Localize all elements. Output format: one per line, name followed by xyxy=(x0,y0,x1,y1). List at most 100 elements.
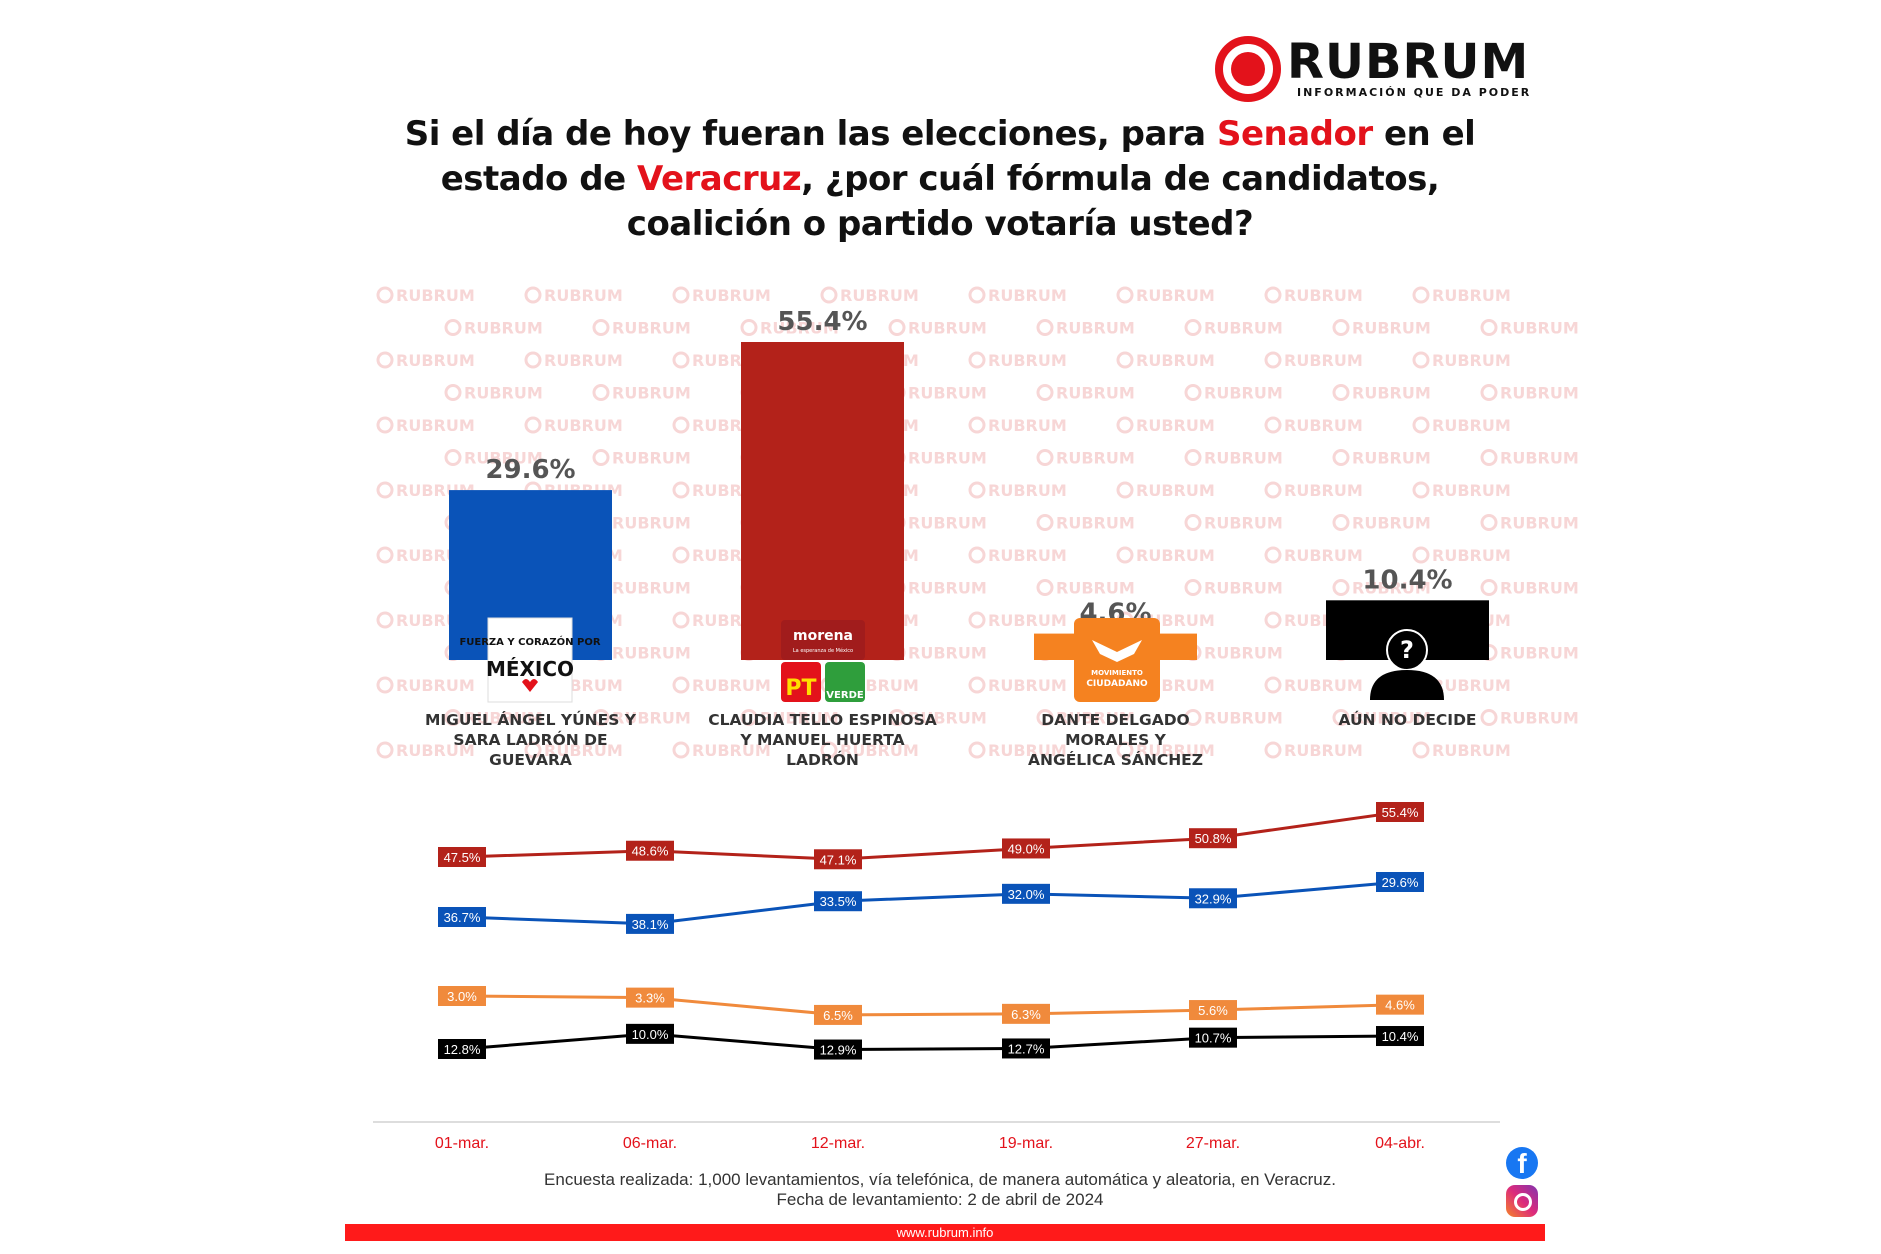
watermark-text: RUBRUM xyxy=(1136,741,1215,760)
watermark-text: RUBRUM xyxy=(1204,384,1283,403)
watermark-icon xyxy=(1264,676,1282,694)
category-label: SARA LADRÓN DE xyxy=(453,730,607,749)
watermark-text: RUBRUM xyxy=(1284,481,1363,500)
watermark-icon xyxy=(1036,449,1054,466)
bar-value-label: 10.4% xyxy=(1362,565,1452,595)
data-label: 47.1% xyxy=(820,852,857,867)
data-label-box xyxy=(626,1023,674,1044)
data-label: 50.8% xyxy=(1195,831,1232,846)
watermark-text: RUBRUM xyxy=(396,286,475,305)
watermark-text: RUBRUM xyxy=(464,319,543,338)
watermark-icon xyxy=(1412,416,1430,434)
watermark-icon xyxy=(968,546,986,564)
watermark-icon xyxy=(672,351,690,369)
website-link[interactable]: www.rubrum.info xyxy=(896,1225,994,1240)
watermark-icon xyxy=(1332,319,1350,336)
watermark-icon xyxy=(1480,709,1498,726)
watermark-icon xyxy=(1036,709,1054,726)
watermark-icon xyxy=(1332,579,1350,596)
watermark-icon xyxy=(968,611,986,629)
watermark-icon xyxy=(1332,514,1350,531)
watermark-text: RUBRUM xyxy=(1500,384,1579,403)
watermark-icon xyxy=(444,449,462,466)
watermark-text: RUBRUM xyxy=(1204,579,1283,598)
shoulders-shape xyxy=(1370,670,1444,700)
watermark-icon xyxy=(888,709,906,726)
watermark-icon xyxy=(1264,351,1282,369)
watermark-icon xyxy=(1412,741,1430,759)
watermark-icon xyxy=(524,416,542,434)
title-part-3: , ¿por cuál fórmula de candidatos, coali… xyxy=(626,159,1440,244)
x-tick-label: 04-abr. xyxy=(1375,1135,1425,1152)
watermark-text: RUBRUM xyxy=(840,741,919,760)
watermark-icon xyxy=(672,676,690,694)
watermark-icon xyxy=(1036,384,1054,401)
data-label-box xyxy=(438,986,486,1006)
logo-text: FUERZA Y CORAZÓN POR xyxy=(459,635,600,648)
logo-text: MOVIMIENTO xyxy=(1091,669,1143,677)
watermark-icon xyxy=(820,741,838,759)
watermark-text: RUBRUM xyxy=(544,416,623,435)
watermark-icon xyxy=(740,319,758,336)
watermark-text: RUBRUM xyxy=(1284,416,1363,435)
survey-method-note: Encuesta realizada: 1,000 levantamientos… xyxy=(544,1170,1336,1189)
watermark-icon xyxy=(376,611,394,629)
watermark-text: RUBRUM xyxy=(760,709,839,728)
instagram-icon[interactable] xyxy=(1506,1185,1538,1217)
data-label-box xyxy=(1376,872,1424,892)
survey-date-note: Fecha de levantamiento: 2 de abril de 20… xyxy=(776,1190,1104,1209)
watermark-icon xyxy=(1116,416,1134,434)
watermark-icon xyxy=(376,286,394,304)
data-label: 10.7% xyxy=(1195,1031,1232,1046)
data-label: 47.5% xyxy=(444,850,481,865)
data-label: 10.4% xyxy=(1382,1029,1419,1044)
watermark-text: RUBRUM xyxy=(464,709,543,728)
watermark-text: RUBRUM xyxy=(1500,319,1579,338)
logo-text: CIUDADANO xyxy=(1086,679,1148,689)
watermark-icon xyxy=(1412,351,1430,369)
rubrum-ring-icon xyxy=(1215,36,1281,102)
watermark-text: RUBRUM xyxy=(988,481,1067,500)
logo-text: PT xyxy=(785,676,816,701)
undecided-person-icon: ? xyxy=(1370,629,1444,700)
watermark-text: RUBRUM xyxy=(908,514,987,533)
watermark-text: RUBRUM xyxy=(544,351,623,370)
x-tick-label: 06-mar. xyxy=(623,1135,677,1152)
data-label-box xyxy=(1189,1027,1237,1048)
watermark-text: RUBRUM xyxy=(692,741,771,760)
category-label: CLAUDIA TELLO ESPINOSA xyxy=(708,711,937,729)
watermark-icon xyxy=(1332,384,1350,401)
watermark-text: RUBRUM xyxy=(612,709,691,728)
watermark-text: RUBRUM xyxy=(908,709,987,728)
watermark-text: RUBRUM xyxy=(988,286,1067,305)
x-tick-label: 27-mar. xyxy=(1186,1135,1240,1152)
watermark-text: RUBRUM xyxy=(988,611,1067,630)
watermark-icon xyxy=(1116,741,1134,759)
watermark-icon xyxy=(1184,449,1202,466)
data-label: 38.1% xyxy=(632,917,669,932)
facebook-icon[interactable]: f xyxy=(1506,1147,1538,1179)
watermark-text: RUBRUM xyxy=(1352,449,1431,468)
watermark-text: RUBRUM xyxy=(840,286,919,305)
fuerza-y-corazon-por-mexico-logo: FUERZA Y CORAZÓN POR MÉXICO xyxy=(459,617,601,703)
watermark-text: RUBRUM xyxy=(988,741,1067,760)
watermark-text: RUBRUM xyxy=(544,741,623,760)
watermark-text: RUBRUM xyxy=(1204,709,1283,728)
bar-2 xyxy=(741,342,904,660)
watermark-text: RUBRUM xyxy=(1204,514,1283,533)
data-label-box xyxy=(1376,1026,1424,1047)
watermark-text: RUBRUM xyxy=(1432,676,1511,695)
data-label: 33.5% xyxy=(820,894,857,909)
morena-badge xyxy=(781,620,865,660)
watermark-icon xyxy=(1480,514,1498,531)
movimiento-ciudadano-logo: MOVIMIENTO CIUDADANO xyxy=(1074,618,1160,702)
watermark-icon xyxy=(376,546,394,564)
footer-bar xyxy=(345,1224,1545,1241)
data-label: 12.8% xyxy=(444,1042,481,1057)
watermark-text: RUBRUM xyxy=(1136,481,1215,500)
watermark-icon xyxy=(444,709,462,726)
data-label-box xyxy=(1002,838,1050,859)
watermark-icon xyxy=(376,351,394,369)
watermark-text: RUBRUM xyxy=(1056,579,1135,598)
